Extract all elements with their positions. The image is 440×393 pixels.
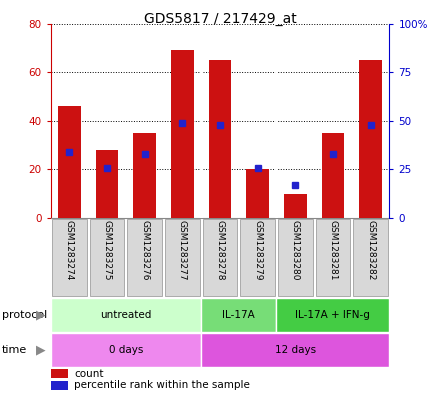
Text: percentile rank within the sample: percentile rank within the sample — [74, 380, 250, 390]
Bar — [133, 133, 156, 218]
Text: GSM1283277: GSM1283277 — [178, 220, 187, 281]
Text: count: count — [74, 369, 104, 379]
Text: protocol: protocol — [2, 310, 48, 320]
Bar — [353, 219, 388, 296]
Bar — [276, 298, 389, 332]
Text: ▶: ▶ — [36, 343, 46, 357]
Text: GSM1283278: GSM1283278 — [216, 220, 224, 281]
Text: untreated: untreated — [100, 310, 151, 320]
Text: time: time — [2, 345, 27, 355]
Text: GSM1283282: GSM1283282 — [366, 220, 375, 281]
Text: ▶: ▶ — [36, 308, 46, 321]
Text: IL-17A: IL-17A — [223, 310, 255, 320]
Bar — [58, 106, 81, 218]
Bar — [51, 333, 201, 367]
Bar — [240, 219, 275, 296]
Bar — [51, 369, 68, 378]
Bar — [90, 219, 125, 296]
Bar — [209, 60, 231, 218]
Text: GSM1283275: GSM1283275 — [103, 220, 112, 281]
Bar — [359, 60, 382, 218]
Bar — [165, 219, 200, 296]
Text: GSM1283280: GSM1283280 — [291, 220, 300, 281]
Text: GSM1283279: GSM1283279 — [253, 220, 262, 281]
Text: IL-17A + IFN-g: IL-17A + IFN-g — [296, 310, 370, 320]
Bar — [201, 298, 276, 332]
Text: 12 days: 12 days — [275, 345, 316, 355]
Bar — [246, 169, 269, 218]
Text: 0 days: 0 days — [109, 345, 143, 355]
Bar — [315, 219, 350, 296]
Text: GDS5817 / 217429_at: GDS5817 / 217429_at — [143, 12, 297, 26]
Bar — [201, 333, 389, 367]
Text: GSM1283274: GSM1283274 — [65, 220, 74, 281]
Bar — [52, 219, 87, 296]
Bar — [203, 219, 237, 296]
Bar — [322, 133, 344, 218]
Bar — [51, 381, 68, 390]
Bar — [171, 50, 194, 218]
Text: GSM1283276: GSM1283276 — [140, 220, 149, 281]
Bar — [278, 219, 312, 296]
Bar — [284, 194, 307, 218]
Bar — [128, 219, 162, 296]
Bar — [96, 150, 118, 218]
Bar — [51, 298, 201, 332]
Text: GSM1283281: GSM1283281 — [328, 220, 337, 281]
